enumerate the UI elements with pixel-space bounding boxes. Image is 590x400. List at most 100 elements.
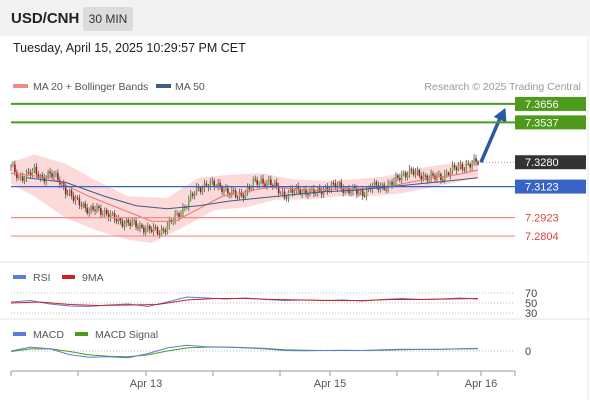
candle-body xyxy=(399,177,401,181)
candle-body xyxy=(145,229,147,233)
candle-body xyxy=(469,164,471,168)
candle-body xyxy=(455,167,458,171)
candle-body xyxy=(12,164,14,166)
candle-body xyxy=(184,207,186,209)
candle-body xyxy=(47,171,49,178)
candle-body xyxy=(301,191,303,195)
candle-body xyxy=(88,210,90,214)
candle-body xyxy=(391,181,393,186)
candle-body xyxy=(180,213,182,217)
candle-body xyxy=(426,175,428,181)
candle-body xyxy=(18,176,20,178)
candle-body xyxy=(186,207,188,209)
candle-body xyxy=(176,213,178,215)
candle-body xyxy=(315,192,317,195)
macd-legend-swatch xyxy=(13,332,26,336)
candle-body xyxy=(109,214,112,218)
candle-body xyxy=(117,218,120,222)
candle-body xyxy=(123,224,126,227)
candle-body xyxy=(457,165,460,171)
candle-body xyxy=(197,187,200,188)
candle-body xyxy=(96,206,98,212)
candle-body xyxy=(152,227,155,232)
candle-body xyxy=(418,170,421,176)
candle-body xyxy=(463,169,466,171)
candle-body xyxy=(471,163,473,168)
candle-body xyxy=(199,187,202,192)
candle-body xyxy=(64,187,67,195)
candle-body xyxy=(238,192,241,198)
candle-body xyxy=(393,181,395,186)
price-layer xyxy=(10,107,507,243)
level-label: 7.2923 xyxy=(525,213,559,225)
candle-body xyxy=(84,203,87,208)
candle-body xyxy=(447,172,450,176)
ma20-legend-label: MA 20 + Bollinger Bands xyxy=(33,81,148,93)
candle-body xyxy=(146,225,149,230)
candle-body xyxy=(246,187,249,193)
candle-body xyxy=(250,187,253,190)
candle-body xyxy=(332,183,335,184)
candle-body xyxy=(275,182,278,187)
candle-body xyxy=(139,224,141,229)
level-label-box xyxy=(515,179,586,194)
candle-body xyxy=(86,207,89,214)
candle-body xyxy=(195,187,198,194)
x-tick-label: Apr 16 xyxy=(465,378,497,390)
candle-body xyxy=(443,174,446,181)
candle-body xyxy=(205,183,208,186)
candle-body xyxy=(414,172,417,175)
candle-body xyxy=(105,210,108,214)
candle-body xyxy=(445,172,448,175)
level-label-box xyxy=(515,155,586,170)
timeframe-button[interactable]: 30 MIN xyxy=(83,7,133,31)
candle-body xyxy=(279,192,282,194)
top-bar: USD/CNH 30 MIN xyxy=(0,0,590,36)
macd-legend-label: MACD xyxy=(33,329,64,341)
candle-body xyxy=(92,206,94,210)
macd-signal-line xyxy=(10,346,479,358)
candle-body xyxy=(303,189,305,192)
symbol-title: USD/CNH xyxy=(11,10,80,27)
candle-body xyxy=(133,220,135,222)
candle-body xyxy=(262,178,264,184)
candle-body xyxy=(363,196,366,197)
candle-body xyxy=(80,205,83,207)
candle-body xyxy=(356,189,358,195)
macd-layer: 0 xyxy=(10,344,531,359)
candle-body xyxy=(273,182,276,186)
candle-body xyxy=(461,164,464,170)
candle-body xyxy=(16,172,18,178)
candle-body xyxy=(90,206,92,211)
candle-body xyxy=(62,182,65,188)
candle-body xyxy=(164,230,167,233)
candle-body xyxy=(451,165,454,172)
candle-body xyxy=(400,174,403,181)
candle-body xyxy=(201,188,204,192)
candle-body xyxy=(244,192,247,199)
level-label: 7.3537 xyxy=(525,117,559,129)
level-label-box xyxy=(515,96,586,111)
candle-body xyxy=(260,178,262,183)
candle-body xyxy=(49,171,51,174)
candle-body xyxy=(381,184,384,187)
candle-body xyxy=(422,175,425,180)
candle-body xyxy=(53,173,55,177)
candle-body xyxy=(31,169,34,175)
candle-body xyxy=(268,179,270,182)
rsi-level-label: 70 xyxy=(525,288,537,300)
candle-body xyxy=(305,189,307,195)
candle-body xyxy=(21,176,24,181)
candle-body xyxy=(193,193,196,196)
candle-body xyxy=(404,172,407,178)
rsi-level-label: 50 xyxy=(525,298,537,310)
candle-body xyxy=(121,220,124,227)
candle-body xyxy=(272,185,274,186)
candle-body xyxy=(402,172,405,175)
candle-body xyxy=(256,179,258,185)
candle-body xyxy=(227,188,229,194)
level-label: 7.3656 xyxy=(525,99,559,111)
ma50-legend-label: MA 50 xyxy=(175,81,205,93)
candle-body xyxy=(449,171,452,176)
